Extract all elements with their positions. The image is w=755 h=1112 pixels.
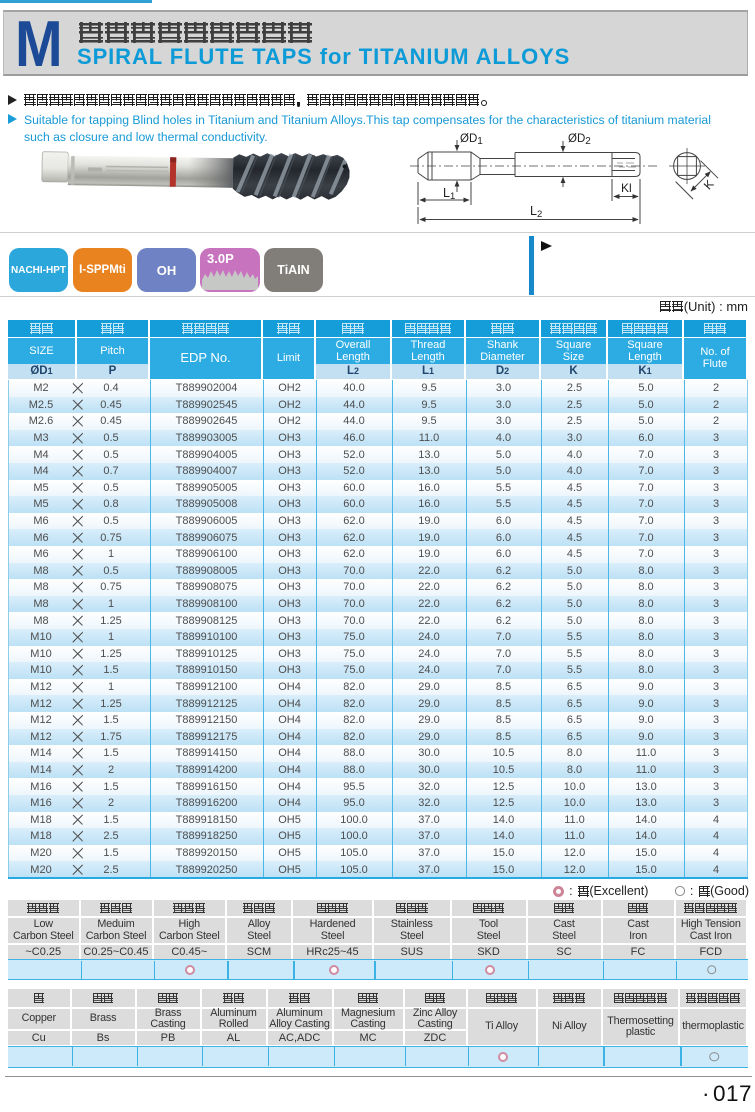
svg-text:L1: L1 [443,186,455,202]
svg-text:ØD2: ØD2 [568,133,591,147]
svg-text:K: K [701,177,717,192]
svg-text:ØD1: ØD1 [460,133,483,147]
svg-text:L2: L2 [530,204,542,220]
svg-text:Kl: Kl [621,181,632,195]
